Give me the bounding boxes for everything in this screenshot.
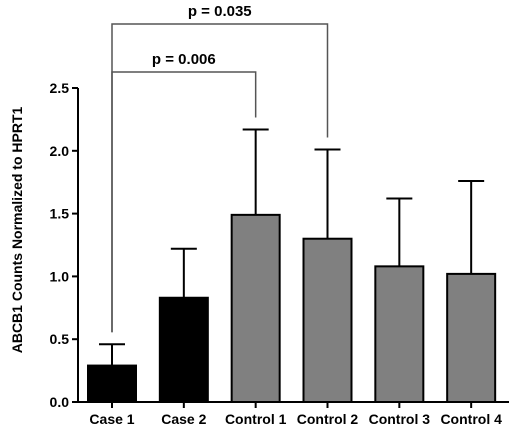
y-tick-label: 2.5 (50, 80, 70, 96)
significance-brackets: p = 0.006 p = 0.035 (111, 3, 329, 333)
bar (87, 364, 137, 403)
y-tick-label: 0.5 (50, 331, 70, 347)
bar (302, 237, 353, 403)
x-tick-label: Control 3 (369, 411, 431, 427)
y-tick-label: 1.5 (50, 206, 70, 222)
bars-group (87, 213, 497, 404)
p-value-label: p = 0.035 (188, 3, 252, 20)
p-value-label: p = 0.006 (152, 51, 216, 68)
x-axis: Case 1 Case 2 Control 1 Control 2 Control 3 C… (78, 401, 509, 427)
bar (230, 213, 281, 403)
bar (158, 296, 209, 404)
y-axis-title: ABCB1 Counts Normalized to HPRT1 (9, 107, 25, 354)
bar (374, 265, 425, 403)
significance-bracket (111, 23, 329, 333)
y-tick-label: 2.0 (50, 143, 70, 159)
error-bars-group (99, 128, 485, 366)
x-tick-label: Control 1 (225, 411, 287, 427)
y-tick-label: 0.0 (50, 394, 70, 410)
x-tick-label: Case 1 (89, 411, 134, 427)
bar (446, 272, 497, 403)
x-tick-label: Control 2 (297, 411, 359, 427)
x-tick-label: Case 2 (161, 411, 206, 427)
y-tick-label: 1.0 (50, 268, 70, 284)
y-axis: 0.0 0.5 1.0 1.5 2.0 2.5 (50, 80, 79, 410)
x-tick-label: Control 4 (440, 411, 502, 427)
